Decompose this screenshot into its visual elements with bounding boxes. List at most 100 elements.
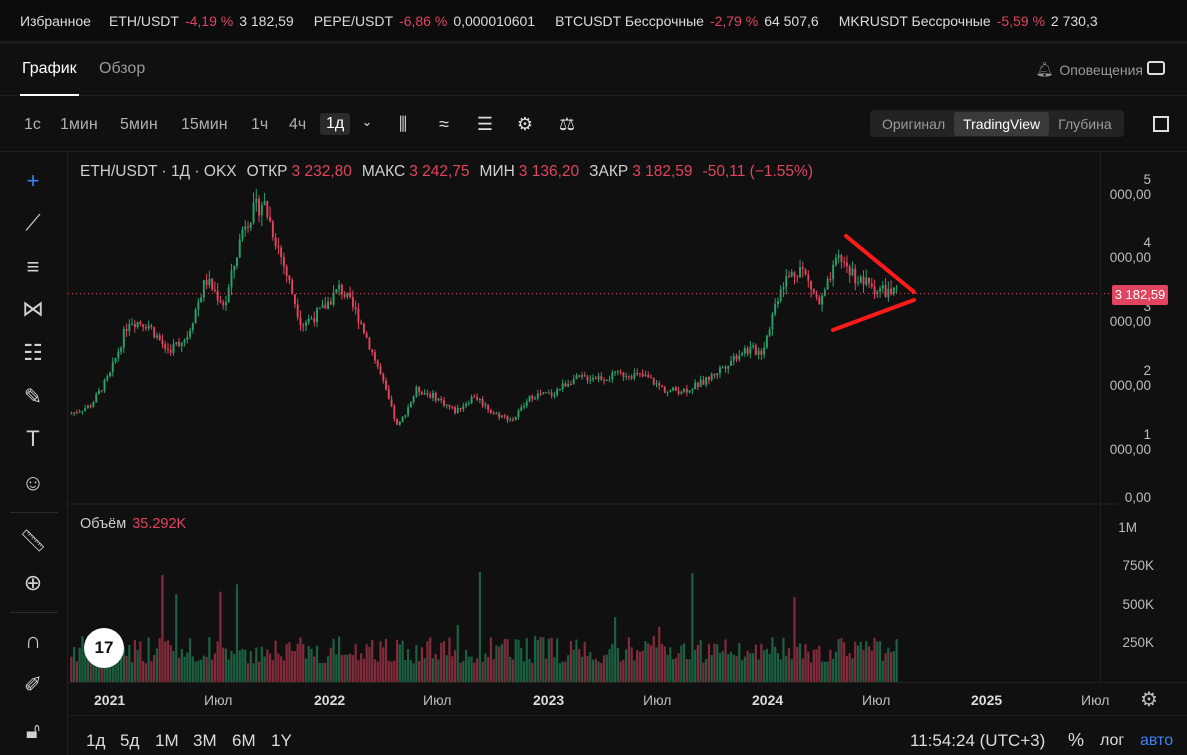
view-original[interactable]: Оригинал: [882, 115, 946, 132]
tradingview-logo[interactable]: 17: [84, 628, 124, 668]
volume-bar: [594, 658, 597, 682]
timeframe-1d[interactable]: 1д: [320, 113, 351, 135]
ruler-icon[interactable]: 📏︎: [19, 528, 47, 553]
favorites-label[interactable]: Избранное: [20, 12, 91, 29]
volume-bar: [765, 648, 769, 682]
ticker-item[interactable]: PEPE/USDT -6,86 % 0,000010601: [313, 12, 536, 29]
magnet-icon[interactable]: ∩: [25, 628, 41, 653]
volume-bar: [73, 646, 76, 682]
view-tradingview[interactable]: TradingView: [954, 111, 1050, 136]
percent-scale-toggle[interactable]: %: [1068, 730, 1085, 750]
volume-bar: [489, 637, 493, 682]
brush-icon[interactable]: ✎: [23, 384, 43, 409]
current-price-tag: 3 182,59: [1112, 285, 1168, 305]
gear-icon[interactable]: ⚙: [516, 114, 534, 134]
time-axis[interactable]: 2021 Июл 2022 Июл 2023 Июл 2024 Июл 2025…: [68, 682, 1187, 715]
indicators-icon[interactable]: ≈: [439, 114, 449, 134]
candle: [523, 405, 525, 408]
volume-bar: [663, 646, 666, 682]
chevron-down-icon[interactable]: ⌄: [361, 114, 373, 129]
emoji-icon[interactable]: ☺: [21, 470, 45, 495]
view-depth[interactable]: Глубина: [1058, 115, 1112, 132]
crosshair-icon[interactable]: +: [26, 168, 40, 193]
candle: [167, 348, 169, 351]
clock-timezone[interactable]: 11:54:24 (UTC+3): [910, 731, 1046, 750]
candle: [572, 379, 575, 385]
range-5d[interactable]: 5д: [120, 731, 140, 750]
text-icon[interactable]: T: [26, 426, 40, 451]
volume-bar: [420, 647, 424, 682]
candle: [561, 383, 564, 389]
candle: [236, 257, 238, 267]
volume-bar: [517, 639, 520, 682]
log-scale-toggle[interactable]: лог: [1100, 732, 1125, 749]
ticker-item[interactable]: ETH/USDT -4,19 % 3 182,59: [108, 12, 294, 29]
high-label: МАКС: [361, 163, 406, 180]
price-axis[interactable]: 5 000,00 4 000,00 3 000,00 2 000,00 1 00…: [1100, 152, 1187, 682]
volume-bar: [705, 659, 708, 682]
volume-bar: [291, 650, 294, 682]
auto-scale-toggle[interactable]: авто: [1140, 732, 1174, 749]
range-1m[interactable]: 1М: [155, 731, 179, 750]
volume-bar: [106, 656, 109, 682]
candles-icon[interactable]: ⫼: [398, 114, 408, 134]
tab-chart[interactable]: График: [20, 60, 79, 96]
timeframe-5min[interactable]: 5мин: [120, 116, 158, 133]
timeframe-4h[interactable]: 4ч: [289, 116, 307, 133]
timeframe-15min[interactable]: 15мин: [181, 116, 228, 133]
fib-icon[interactable]: ☷: [23, 340, 43, 365]
lock-icon[interactable]: 🔓︎: [25, 718, 41, 743]
candle: [106, 376, 109, 380]
candle: [829, 278, 832, 280]
candle: [716, 373, 719, 376]
timeframe-1min[interactable]: 1мин: [60, 116, 98, 133]
compare-scale-icon[interactable]: ⚖: [558, 114, 576, 134]
candle: [567, 383, 570, 387]
volume-bar: [556, 638, 559, 682]
candle: [558, 388, 561, 390]
candle: [178, 342, 180, 347]
candle: [385, 380, 387, 390]
price-chart[interactable]: [68, 152, 1118, 682]
axis-settings-icon[interactable]: ⚙: [1140, 689, 1158, 711]
zoom-in-icon[interactable]: ⊕: [23, 570, 43, 595]
volume-bar: [208, 637, 211, 682]
range-1y[interactable]: 1Y: [271, 731, 292, 750]
candle: [155, 335, 158, 338]
timeframe-1s[interactable]: 1с: [24, 116, 41, 133]
candle: [263, 201, 266, 206]
candle: [467, 403, 470, 405]
pattern-icon[interactable]: ⋈: [22, 296, 44, 321]
alerts-button[interactable]: 🔔︎ Оповещения: [1036, 61, 1143, 78]
window-toggle-icon[interactable]: [1147, 61, 1165, 75]
range-1d[interactable]: 1д: [86, 731, 106, 750]
timeframe-1h[interactable]: 1ч: [251, 116, 269, 133]
candle: [216, 290, 219, 301]
volume-bar: [506, 639, 509, 682]
candle: [765, 335, 768, 348]
ticker-item[interactable]: MKRUSDT Бессрочные -5,59 % 2 730,3: [838, 12, 1098, 29]
volume-bar: [382, 647, 385, 682]
candle: [252, 202, 255, 223]
tab-overview[interactable]: Обзор: [99, 60, 146, 77]
annotation-line-upper[interactable]: [844, 234, 916, 294]
volume-bar: [754, 644, 757, 682]
candle: [553, 394, 556, 396]
range-3m[interactable]: 3М: [193, 731, 217, 750]
fullscreen-icon[interactable]: [1153, 116, 1169, 132]
candle: [760, 350, 763, 355]
range-6m[interactable]: 6М: [232, 731, 256, 750]
annotation-line-lower[interactable]: [831, 298, 916, 332]
candle: [393, 406, 396, 419]
list-icon[interactable]: ☰: [476, 114, 494, 134]
ticker-item[interactable]: BTCUSDT Бессрочные -2,79 % 64 507,6: [555, 12, 819, 29]
candle: [396, 418, 399, 425]
candle: [354, 307, 357, 309]
horizontal-lines-icon[interactable]: ≡: [26, 254, 40, 279]
volume-bar: [379, 641, 382, 682]
trend-line-icon[interactable]: ⟋: [25, 210, 41, 235]
lock-drawing-icon[interactable]: ✐: [23, 672, 43, 697]
volume-bar: [531, 662, 534, 682]
candle: [658, 383, 661, 386]
candle: [420, 392, 423, 395]
